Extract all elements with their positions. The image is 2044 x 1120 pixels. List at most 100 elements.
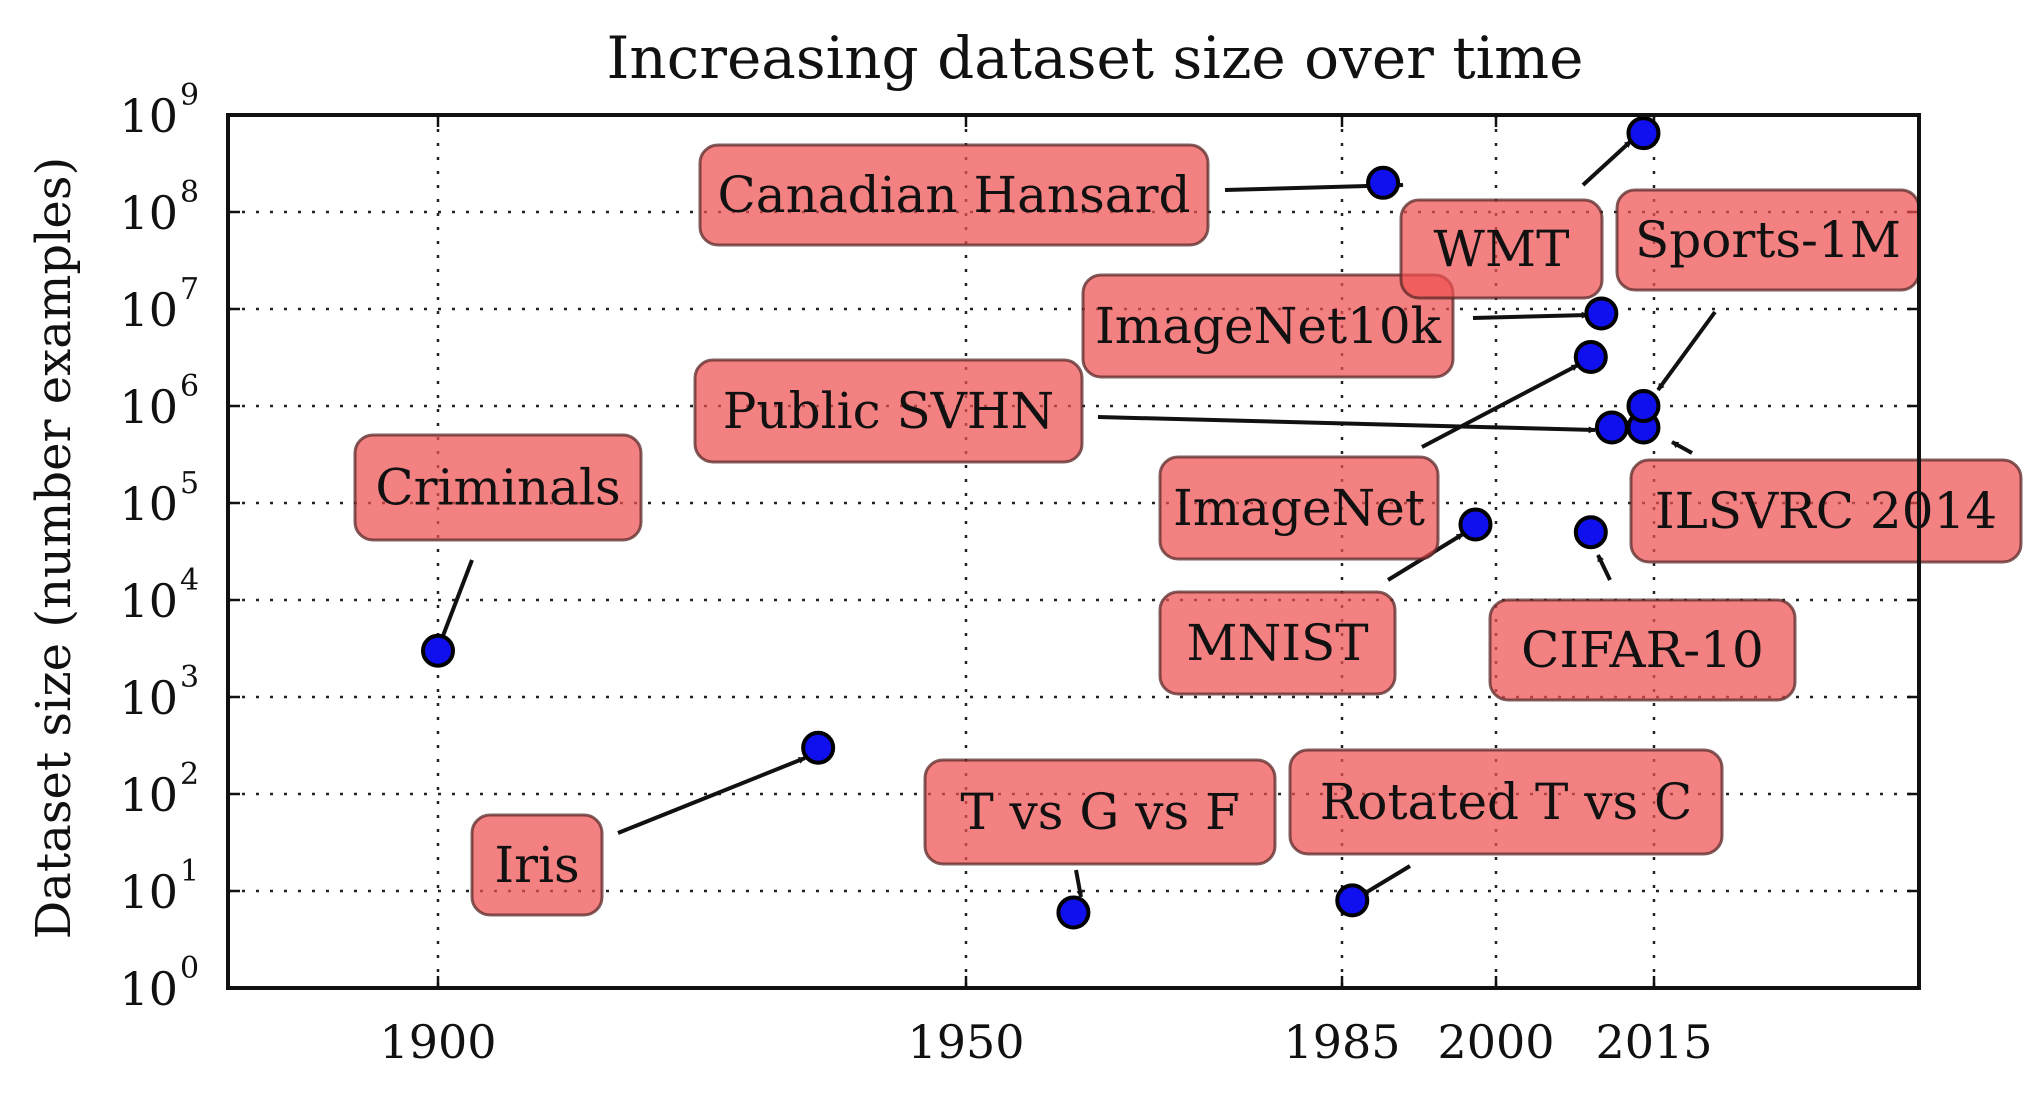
label-criminals: Criminals: [353, 433, 643, 542]
point-sports-1m: [1626, 389, 1661, 423]
arrow-wmt: [1581, 139, 1633, 187]
arrow-imagenet10k: [1472, 311, 1589, 320]
y-tick-base: 10: [119, 477, 178, 531]
y-tick-base: 10: [119, 380, 178, 434]
label-box-imagenet10k: [1081, 273, 1455, 379]
y-axis-label: Dataset size (number examples): [26, 157, 82, 939]
label-text-rotated-t-vs-c: Rotated T vs C: [1320, 773, 1693, 831]
point-t-vs-g-vs-f: [1056, 895, 1091, 930]
label-text-public-svhn: Public SVHN: [723, 382, 1054, 440]
y-tick-base: 10: [119, 186, 178, 240]
label-text-t-vs-g-vs-f: T vs G vs F: [960, 783, 1239, 841]
arrow-cifar-10: [1596, 554, 1612, 581]
y-tick-exponent: 0: [180, 951, 199, 986]
point-labels: Criminals Iris T vs G vs F Rotated T vs C Ca…: [353, 143, 2023, 917]
label-sports-1m: Sports-1M: [1615, 188, 1921, 292]
y-tick-exponent: 8: [180, 175, 199, 210]
arrow-iris: [617, 756, 806, 835]
y-tick-label: 10 0: [119, 951, 199, 1016]
x-tick-label: 2015: [1595, 1015, 1712, 1069]
arrow-ilsvrc-2014: [1671, 440, 1693, 455]
label-t-vs-g-vs-f: T vs G vs F: [923, 758, 1277, 866]
label-text-canadian-hansard: Canadian Hansard: [718, 166, 1191, 224]
label-box-wmt: [1399, 198, 1604, 300]
label-text-criminals: Criminals: [375, 459, 620, 517]
y-tick-base: 10: [119, 962, 178, 1016]
point-imagenet: [1573, 340, 1608, 375]
chart-title: Increasing dataset size over time: [606, 24, 1583, 92]
y-tick-base: 10: [119, 574, 178, 628]
point-public-svhn: [1594, 410, 1629, 445]
y-tick-exponent: 4: [180, 563, 199, 598]
point-mnist: [1458, 507, 1493, 542]
point-canadian-hansard: [1366, 165, 1401, 200]
label-box-canadian-hansard: [698, 143, 1210, 247]
y-tick-exponent: 1: [180, 854, 199, 889]
y-tick-exponent: 5: [180, 466, 199, 501]
label-mnist: MNIST: [1158, 590, 1397, 696]
y-tick-label: 10 4: [119, 563, 199, 628]
x-tick-label: 2000: [1437, 1015, 1554, 1069]
y-tick-base: 10: [119, 283, 178, 337]
point-iris: [801, 730, 836, 765]
label-text-ilsvrc-2014: ILSVRC 2014: [1655, 482, 1997, 540]
point-wmt: [1626, 116, 1661, 151]
arrow-criminals: [439, 559, 474, 642]
arrow-public-svhn: [1097, 415, 1596, 434]
label-rotated-t-vs-c: Rotated T vs C: [1288, 748, 1724, 856]
label-box-criminals: [353, 433, 643, 542]
label-text-mnist: MNIST: [1186, 614, 1368, 672]
label-ilsvrc-2014: ILSVRC 2014: [1629, 458, 2023, 564]
y-tick-label: 10 5: [119, 466, 199, 531]
label-imagenet: ImageNet: [1158, 455, 1440, 561]
annotation-arrows: [439, 139, 1717, 898]
label-box-ilsvrc-2014: [1629, 458, 2023, 564]
point-rotated-t-vs-c: [1335, 883, 1370, 918]
arrow-rotated-t-vs-c: [1360, 864, 1412, 897]
y-tick-label: 10 9: [119, 78, 199, 143]
x-tick-label: 1985: [1283, 1015, 1400, 1069]
y-tick-exponent: 3: [180, 660, 199, 695]
y-tick-exponent: 7: [180, 272, 199, 307]
y-tick-exponent: 2: [180, 757, 199, 792]
label-public-svhn: Public SVHN: [693, 358, 1084, 464]
arrow-sports-1m: [1656, 310, 1717, 392]
label-text-iris: Iris: [494, 836, 579, 894]
y-tick-label: 10 2: [119, 757, 199, 822]
label-box-public-svhn: [693, 358, 1084, 464]
label-text-sports-1m: Sports-1M: [1635, 211, 1901, 269]
label-imagenet10k: ImageNet10k: [1081, 273, 1455, 379]
point-cifar-10: [1573, 515, 1608, 550]
y-tick-label: 10 1: [119, 854, 199, 919]
label-box-t-vs-g-vs-f: [923, 758, 1277, 866]
x-tick-label: 1950: [907, 1015, 1024, 1069]
y-tick-base: 10: [119, 89, 178, 143]
y-tick-label: 10 6: [119, 369, 199, 434]
y-tick-label: 10 7: [119, 272, 199, 337]
label-text-wmt: WMT: [1434, 220, 1570, 278]
y-tick-exponent: 6: [180, 369, 199, 404]
label-text-cifar-10: CIFAR-10: [1521, 621, 1764, 679]
label-canadian-hansard: Canadian Hansard: [698, 143, 1210, 247]
plot-frame: [226, 113, 1921, 990]
label-cifar-10: CIFAR-10: [1488, 598, 1797, 702]
y-tick-label: 10 8: [119, 175, 199, 240]
data-points: [421, 116, 1661, 930]
label-box-imagenet: [1158, 455, 1440, 561]
y-tick-exponent: 9: [180, 78, 199, 113]
label-box-rotated-t-vs-c: [1288, 748, 1724, 856]
label-wmt: WMT: [1399, 198, 1604, 300]
point-imagenet10k: [1584, 296, 1619, 331]
label-box-mnist: [1158, 590, 1397, 696]
arrow-imagenet: [1421, 363, 1579, 449]
label-box-iris: [470, 813, 604, 917]
y-tick-base: 10: [119, 768, 178, 822]
label-iris: Iris: [470, 813, 604, 917]
point-criminals: [421, 633, 455, 668]
arrow-t-vs-g-vs-f: [1074, 869, 1084, 898]
label-box-cifar-10: [1488, 598, 1797, 702]
y-tick-base: 10: [119, 865, 178, 919]
y-tick-base: 10: [119, 671, 178, 725]
